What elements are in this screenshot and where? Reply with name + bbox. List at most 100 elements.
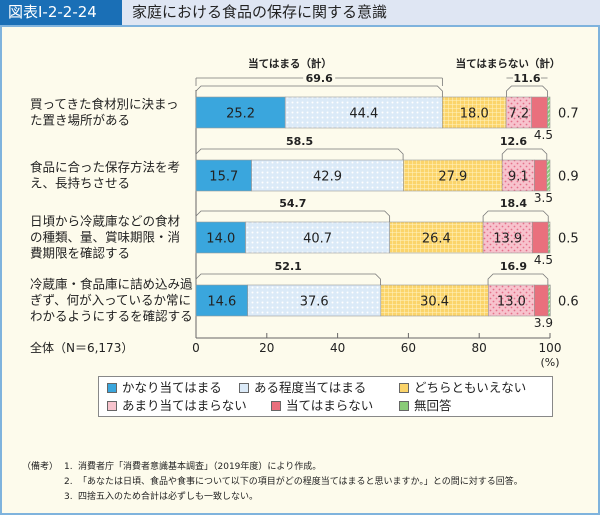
data-label: 13.9 xyxy=(493,232,522,247)
header-bar: 図表Ⅰ-2-2-24 家庭における食品の保存に関する意識 xyxy=(0,0,600,25)
bar-segment-4 xyxy=(534,159,548,192)
bar-segment-5 xyxy=(547,96,551,129)
note-text: 消費者庁「消費者意識基本調査」（2019年度）により作成。 xyxy=(78,462,322,472)
bar-segment-5 xyxy=(547,284,551,317)
legend-label: 無回答 xyxy=(414,398,452,413)
bar-segment-1 xyxy=(247,284,382,317)
note-text: 「あなたは日頃、食品や食事について以下の項目がどの程度当てはまると思いますか。」… xyxy=(78,477,523,487)
bar-segment-4 xyxy=(531,221,549,254)
category-label: た置き場所がある xyxy=(30,113,130,128)
agree-bracket xyxy=(195,148,404,160)
data-label: 40.7 xyxy=(303,232,332,247)
legend-item: どちらともいえない xyxy=(399,380,526,395)
legend-swatch xyxy=(239,382,249,393)
data-label: 7.2 xyxy=(509,107,530,122)
bar-segment-5 xyxy=(547,221,551,254)
figure-number: 図表Ⅰ-2-2-24 xyxy=(0,0,122,25)
data-label: 13.0 xyxy=(497,295,526,310)
bar-segment-2 xyxy=(389,221,484,254)
disagree-bracket xyxy=(506,85,548,97)
note-number: 2. xyxy=(64,477,73,487)
data-label: 26.4 xyxy=(422,232,451,247)
x-tick-label: 0 xyxy=(192,341,200,355)
disagree-total-label: 18.4 xyxy=(500,197,527,210)
legend-label: かなり当てはまる xyxy=(122,380,222,395)
data-label: 27.9 xyxy=(438,170,467,185)
agree-total-label: 54.7 xyxy=(279,197,306,210)
x-tick-label: 80 xyxy=(472,341,487,355)
bar-segment-5 xyxy=(546,159,551,192)
legend-label: あまり当てはまらない xyxy=(122,398,247,413)
bar-segment-4 xyxy=(534,284,549,317)
agree-total-label: 58.5 xyxy=(286,135,313,148)
legend-swatch xyxy=(399,400,409,411)
bar-segment-3 xyxy=(482,221,533,254)
bar-segment-0 xyxy=(195,96,286,129)
legend: かなり当てはまる ある程度当てはまる どちらともいえないあまり当てはまらない 当てはま… xyxy=(98,376,553,417)
data-label: 44.4 xyxy=(349,107,378,122)
disagree-bracket xyxy=(501,148,548,160)
category-label: ぎず、何が入っているか常に xyxy=(30,293,191,308)
data-label: 15.7 xyxy=(209,170,238,185)
x-tick-label: 100 xyxy=(539,341,562,355)
category-label: わかるようにするを確認する xyxy=(30,309,193,324)
legend-label: どちらともいえない xyxy=(414,380,527,395)
x-unit-label: (%) xyxy=(540,356,559,369)
note-number: 3. xyxy=(64,492,73,502)
category-label: の種類、量、賞味期限・消 xyxy=(30,230,180,245)
bar-segment-3 xyxy=(488,284,535,317)
disagree-total-label: 16.9 xyxy=(500,260,527,273)
data-label: 0.5 xyxy=(558,232,579,247)
notes: （備考） 1. 消費者庁「消費者意識基本調査」（2019年度）により作成。 2. 「あ… xyxy=(22,460,523,505)
data-label: 0.9 xyxy=(558,170,579,185)
bar-segment-3 xyxy=(501,159,535,192)
data-label: 0.6 xyxy=(558,295,579,310)
legend-label: ある程度当てはまる xyxy=(254,380,367,395)
category-label: 買ってきた食材別に決まっ xyxy=(30,97,179,112)
disagree-bracket xyxy=(482,210,549,222)
legend-item: ある程度当てはまる xyxy=(239,380,366,395)
agree-bracket xyxy=(195,85,443,97)
disagree-total-label: 11.6 xyxy=(513,72,540,85)
bar-segment-0 xyxy=(195,221,246,254)
legend-swatch xyxy=(107,400,117,411)
agree-bracket xyxy=(195,273,381,285)
x-tick-label: 60 xyxy=(401,341,416,355)
x-tick-label: 20 xyxy=(259,341,274,355)
disagree-total-label: 12.6 xyxy=(500,135,527,148)
data-label: 9.1 xyxy=(508,170,529,185)
bar-segment-4 xyxy=(531,96,548,129)
data-label: 25.2 xyxy=(226,107,255,122)
category-label: え、長持ちさせる xyxy=(30,176,130,191)
legend-item: あまり当てはまらない xyxy=(107,398,247,413)
disagree-group-label: 当てはまらない（計） xyxy=(456,57,561,70)
data-label: 0.7 xyxy=(558,107,579,122)
data-label: 3.5 xyxy=(534,191,553,205)
bar-segment-1 xyxy=(251,159,404,192)
bar-segment-0 xyxy=(195,284,248,317)
figure-title: 家庭における食品の保存に関する意識 xyxy=(132,3,388,21)
data-label: 30.4 xyxy=(420,295,449,310)
x-tick-label: 40 xyxy=(330,341,345,355)
legend-item: 当てはまらない xyxy=(271,398,373,413)
agree-total-label: 69.6 xyxy=(306,72,333,85)
agree-bracket xyxy=(195,210,391,222)
category-label: 日頃から冷蔵庫などの食材 xyxy=(30,214,180,229)
category-label: 冷蔵庫・食品庫に詰め込み過 xyxy=(30,277,193,292)
data-label: 42.9 xyxy=(313,170,342,185)
data-label: 4.5 xyxy=(534,128,553,142)
sample-size-label: 全体（N＝6,173） xyxy=(30,340,133,355)
legend-label: 当てはまらない xyxy=(286,398,374,413)
category-label: 費期限を確認する xyxy=(30,246,130,261)
notes-label: （備考） xyxy=(22,462,59,472)
label-bg xyxy=(303,71,336,83)
bar-segment-3 xyxy=(505,96,532,129)
data-label: 4.5 xyxy=(534,253,553,267)
data-label: 3.9 xyxy=(534,316,553,330)
legend-item: 無回答 xyxy=(399,398,452,413)
bar-segment-2 xyxy=(403,159,503,192)
category-label: 食品に合った保存方法を考 xyxy=(30,160,180,175)
legend-swatch xyxy=(399,382,409,393)
bar-segment-2 xyxy=(442,96,507,129)
